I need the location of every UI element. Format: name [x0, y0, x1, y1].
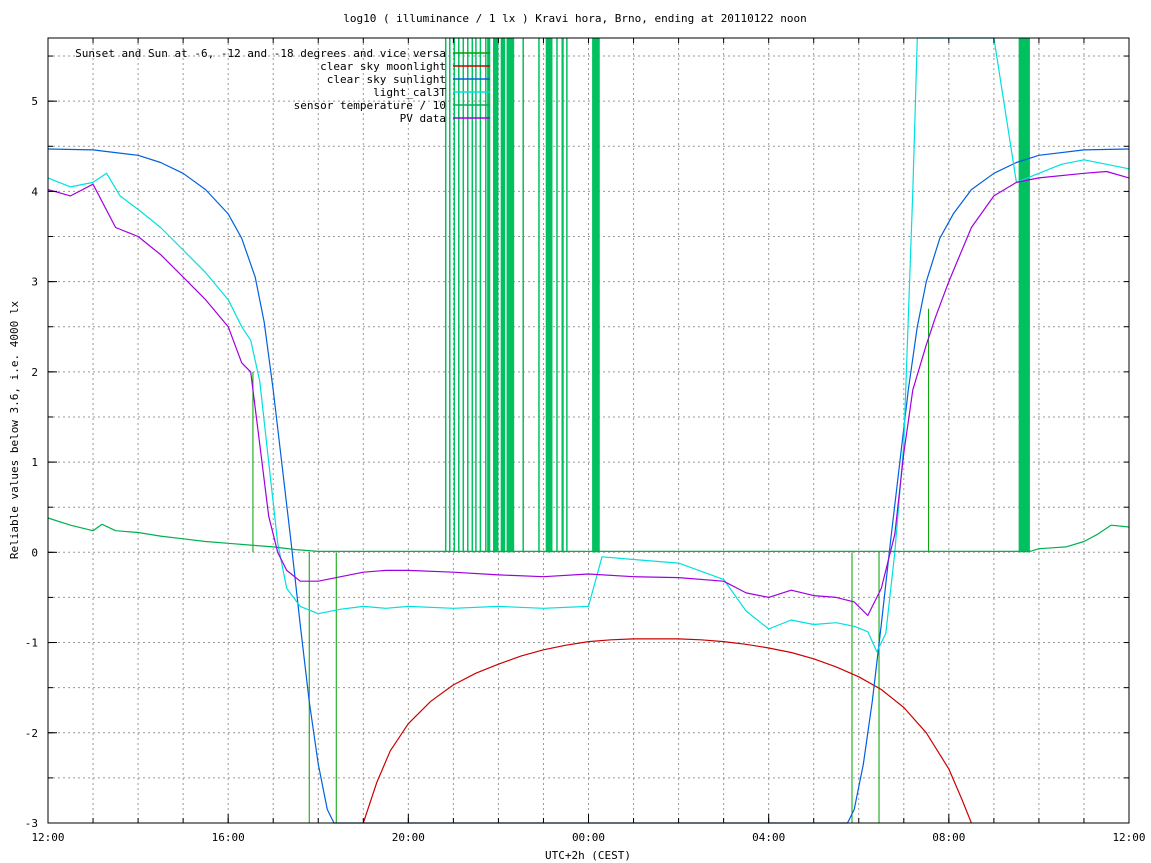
- y-tick-label: 2: [31, 366, 38, 379]
- legend-label: Sunset and Sun at -6, -12 and -18 degree…: [75, 47, 446, 60]
- legend-label: clear sky moonlight: [320, 60, 446, 73]
- y-tick-label: 0: [31, 546, 38, 559]
- tick-layer: 12:00 16:00 20:00 00:00 04:00 08:00 12:00-3-2-…: [25, 38, 1146, 844]
- x-tick-label: 12:00: [31, 831, 64, 844]
- y-tick-label: 4: [31, 185, 38, 198]
- marker-band-block: [506, 38, 515, 553]
- y-axis-label: Reliable values below 3.6, i.e. 4000 lx: [8, 300, 21, 559]
- x-tick-label: 20:00: [392, 831, 425, 844]
- legend-label: PV data: [400, 112, 446, 125]
- marker-band-block: [545, 38, 553, 553]
- chart-title: log10 ( illuminance / 1 lx ) Kravi hora,…: [343, 12, 807, 25]
- y-tick-label: -3: [25, 817, 38, 830]
- legend-label: sensor temperature / 10: [294, 99, 446, 112]
- marker-band-block: [493, 38, 499, 553]
- series-layer: [47, 37, 1130, 824]
- legend: Sunset and Sun at -6, -12 and -18 degree…: [75, 47, 490, 125]
- legend-label: light_cal3T: [373, 86, 446, 99]
- marker-band-block: [592, 38, 600, 553]
- marker-band-layer: [444, 38, 1030, 553]
- y-tick-label: 1: [31, 456, 38, 469]
- marker-band-block: [1018, 38, 1030, 553]
- x-tick-label: 00:00: [572, 831, 605, 844]
- grid-layer: [48, 38, 1129, 823]
- series-line-5: [47, 170, 1130, 617]
- x-tick-label: 12:00: [1112, 831, 1145, 844]
- x-tick-label: 04:00: [752, 831, 785, 844]
- y-tick-label: 5: [31, 95, 38, 108]
- y-tick-label: -2: [25, 727, 38, 740]
- marker-band-block: [561, 38, 564, 553]
- x-tick-label: 16:00: [212, 831, 245, 844]
- series-line-4: [47, 517, 1130, 553]
- y-tick-label: 3: [31, 276, 38, 289]
- x-tick-label: 08:00: [932, 831, 965, 844]
- series-line-1: [362, 638, 972, 824]
- y-tick-label: -1: [25, 637, 38, 650]
- marker-band-block: [487, 38, 491, 553]
- legend-label: clear sky sunlight: [327, 73, 446, 86]
- x-axis-label: UTC+2h (CEST): [545, 849, 631, 862]
- marker-band-block: [500, 38, 506, 553]
